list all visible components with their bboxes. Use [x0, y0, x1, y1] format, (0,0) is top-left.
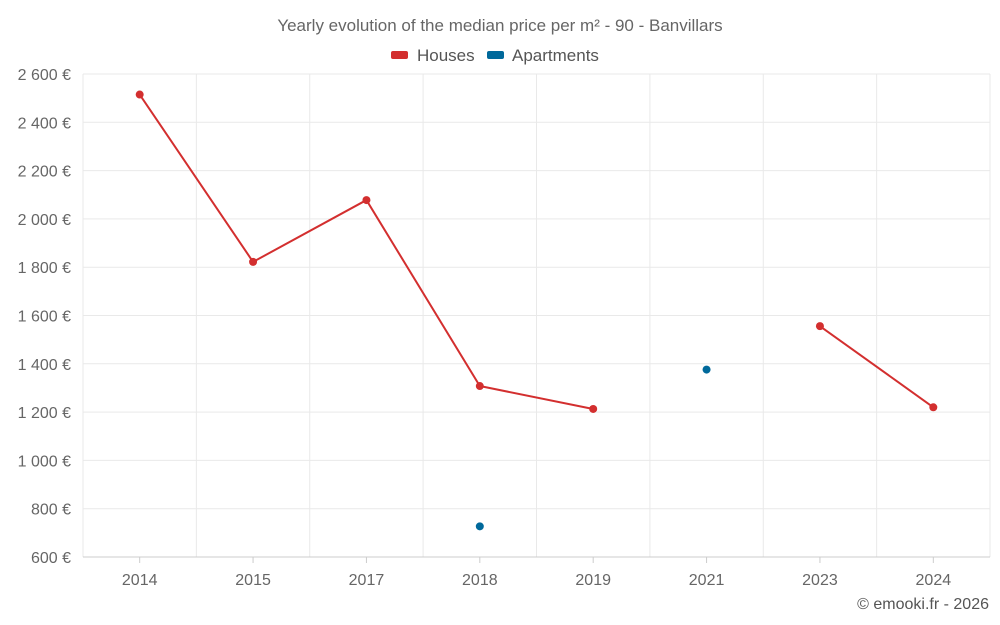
legend-label-apartments: Apartments — [512, 46, 599, 65]
data-point-houses[interactable] — [362, 196, 371, 205]
y-tick-label: 1 000 € — [18, 453, 71, 470]
data-point-houses[interactable] — [589, 404, 598, 413]
x-tick-label: 2019 — [575, 572, 611, 589]
y-tick-label: 1 800 € — [18, 260, 71, 277]
series-line-houses — [138, 93, 595, 410]
data-point-houses[interactable] — [249, 257, 258, 266]
y-tick-label: 1 400 € — [18, 357, 71, 374]
legend-label-houses: Houses — [417, 46, 475, 65]
grid-layer — [82, 73, 991, 557]
y-axis: 600 € 800 € 1 000 € 1 200 € 1 400 € 1 600 € 1 … — [18, 67, 71, 567]
x-tick-label: 2021 — [689, 572, 725, 589]
data-point-houses[interactable] — [929, 403, 938, 412]
data-point-houses[interactable] — [135, 90, 144, 99]
series-layer — [135, 90, 938, 531]
x-tick-label: 2017 — [349, 572, 385, 589]
x-tick-label: 2023 — [802, 572, 838, 589]
y-tick-label: 2 000 € — [18, 212, 71, 229]
x-tick-label: 2014 — [122, 572, 158, 589]
legend-item-apartments[interactable]: Apartments — [487, 46, 599, 65]
credit-text: © emooki.fr - 2026 — [857, 596, 989, 613]
x-axis: 2014 2015 2017 2018 2019 2021 2023 2024 — [83, 556, 990, 589]
y-tick-label: 800 € — [31, 502, 71, 519]
y-tick-label: 2 600 € — [18, 67, 71, 84]
y-tick-label: 2 400 € — [18, 115, 71, 132]
data-point-houses[interactable] — [475, 382, 484, 391]
data-point-apartments[interactable] — [475, 522, 484, 531]
chart-title: Yearly evolution of the median price per… — [277, 16, 722, 35]
y-tick-label: 1 600 € — [18, 309, 71, 326]
x-tick-label: 2024 — [916, 572, 952, 589]
legend: Houses Apartments — [391, 46, 599, 65]
y-tick-label: 2 200 € — [18, 164, 71, 181]
legend-item-houses[interactable]: Houses — [391, 46, 475, 65]
y-tick-label: 1 200 € — [18, 405, 71, 422]
x-tick-label: 2018 — [462, 572, 498, 589]
data-point-apartments[interactable] — [702, 365, 711, 374]
legend-swatch-houses — [391, 51, 408, 59]
x-tick-label: 2015 — [235, 572, 271, 589]
series-line-houses — [818, 325, 935, 409]
data-point-houses[interactable] — [815, 322, 824, 331]
legend-swatch-apartments — [487, 51, 504, 59]
y-tick-label: 600 € — [31, 550, 71, 567]
